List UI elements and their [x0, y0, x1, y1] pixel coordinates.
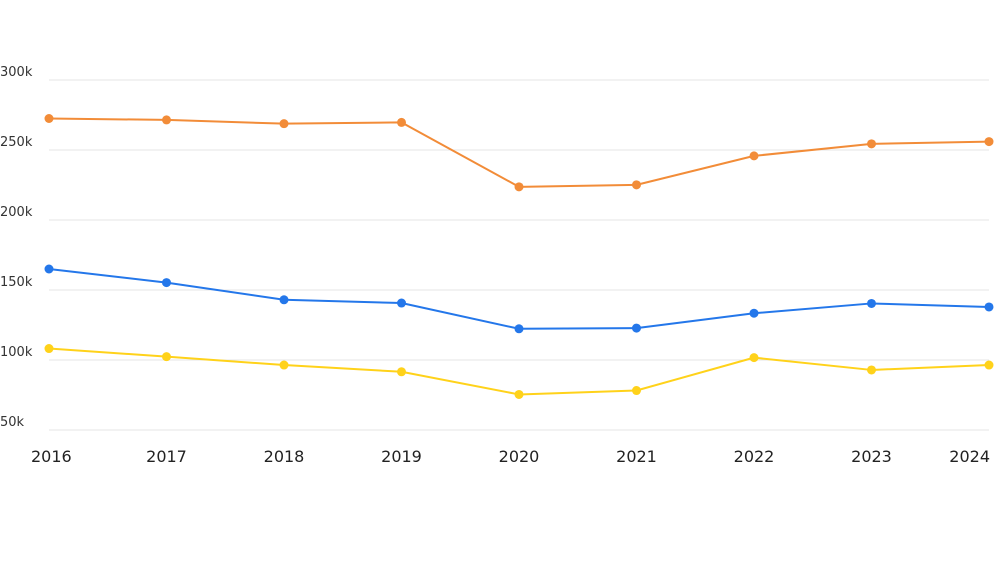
series-line	[48, 347, 990, 396]
data-point[interactable]	[749, 353, 759, 363]
data-point[interactable]	[867, 298, 876, 308]
data-point[interactable]	[397, 367, 406, 377]
data-point[interactable]	[397, 298, 406, 308]
x-tick-label: 2022	[734, 447, 775, 466]
data-point[interactable]	[514, 389, 524, 399]
data-point[interactable]	[632, 180, 641, 190]
x-tick-label: 2021	[616, 447, 657, 466]
data-point[interactable]	[44, 264, 54, 274]
data-point[interactable]	[162, 352, 171, 362]
data-point[interactable]	[514, 324, 524, 334]
data-point[interactable]	[867, 139, 876, 149]
data-point[interactable]	[279, 295, 289, 305]
data-point[interactable]	[984, 360, 994, 370]
data-point[interactable]	[632, 386, 641, 396]
y-tick-label: 150k	[0, 275, 33, 290]
data-point[interactable]	[514, 182, 524, 192]
data-point[interactable]	[279, 360, 289, 370]
x-tick-label: 2018	[264, 447, 305, 466]
x-tick-label: 2017	[146, 447, 187, 466]
data-point[interactable]	[867, 365, 876, 375]
x-tick-label: 2024	[949, 447, 990, 466]
y-tick-label: 200k	[0, 205, 33, 220]
y-tick-label: 250k	[0, 135, 33, 150]
series-2	[44, 264, 994, 334]
data-point[interactable]	[162, 278, 171, 288]
data-point[interactable]	[749, 151, 759, 161]
data-point[interactable]	[44, 344, 54, 354]
x-tick-label: 2016	[31, 447, 72, 466]
x-axis-ticks: 2016 2017 2018 2019 2020 2021 2022 2023 2024	[31, 447, 990, 466]
data-point[interactable]	[749, 308, 759, 318]
data-point[interactable]	[984, 302, 994, 312]
y-tick-label: 300k	[0, 65, 33, 80]
data-point[interactable]	[279, 119, 289, 129]
series-group	[44, 114, 994, 399]
x-tick-label: 2023	[851, 447, 892, 466]
data-point[interactable]	[162, 115, 171, 125]
data-point[interactable]	[984, 137, 994, 147]
data-point[interactable]	[397, 117, 406, 127]
series-line	[48, 268, 990, 330]
gridlines	[49, 79, 989, 431]
series-line	[48, 117, 990, 188]
series-3	[44, 344, 994, 399]
x-tick-label: 2019	[381, 447, 422, 466]
y-axis-ticks: 50k 100k 150k 200k 250k 300k	[0, 65, 33, 430]
y-tick-label: 50k	[0, 415, 25, 430]
data-point[interactable]	[44, 114, 54, 123]
y-tick-label: 100k	[0, 345, 33, 360]
series-1	[44, 114, 994, 192]
data-point[interactable]	[632, 323, 641, 333]
x-tick-label: 2020	[499, 447, 540, 466]
